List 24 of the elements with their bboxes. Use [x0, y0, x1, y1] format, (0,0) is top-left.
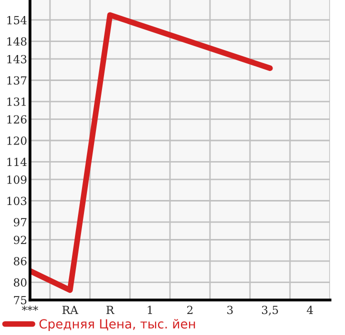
legend-label: Средняя Цена, тыс. йен [39, 318, 195, 331]
y-tick-label: 92 [14, 236, 26, 244]
y-tick-label: 103 [7, 196, 26, 206]
y-tick-label: 148 [7, 37, 26, 46]
x-tick-label: 3,5 [262, 306, 278, 316]
x-tick-label: 1 [148, 306, 152, 314]
y-tick-label: 137 [7, 76, 26, 85]
x-tick-label: 3 [227, 306, 233, 314]
y-tick-label: 154 [7, 16, 27, 24]
x-tick-label: R [106, 306, 114, 314]
x-tick-label: RA [62, 306, 78, 314]
y-tick-label: 143 [7, 54, 26, 64]
y-tick-label: 75 [14, 296, 26, 304]
y-tick-label: 109 [7, 175, 26, 184]
y-tick-label: 97 [14, 218, 26, 226]
y-tick-label: 126 [7, 115, 27, 124]
y-tick-label: 114 [7, 158, 27, 166]
y-tick-label: 131 [7, 97, 26, 106]
x-tick-label: 4 [306, 306, 313, 314]
y-tick-label: 80 [14, 278, 26, 287]
y-tick-label: 120 [7, 136, 26, 145]
x-tick-label: *** [22, 306, 38, 311]
x-tick-label: 2 [187, 306, 192, 314]
y-tick-label: 86 [14, 256, 27, 266]
